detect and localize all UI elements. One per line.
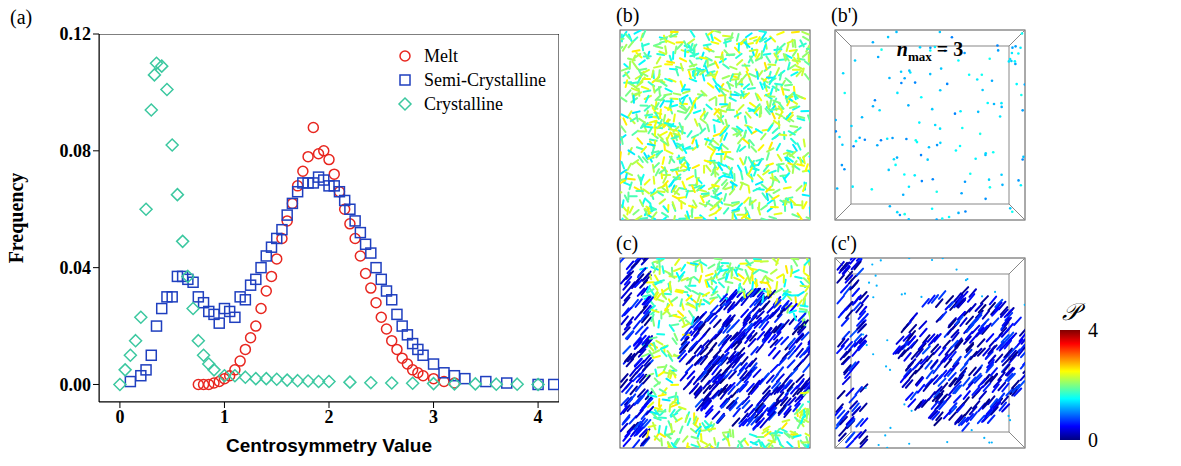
- html-text:Semi-Crystalline: Semi-Crystalline: [424, 69, 546, 90]
- svg-text:3: 3: [429, 407, 438, 427]
- svg-text:Frequency: Frequency: [5, 173, 28, 264]
- svg-text:(b): (b): [616, 4, 639, 27]
- svg-text:Centrosymmetry Value: Centrosymmetry Value: [226, 435, 432, 456]
- svg-text:0: 0: [115, 407, 124, 427]
- html-text:Crystalline: Crystalline: [424, 93, 503, 114]
- svg-text:0.12: 0.12: [60, 24, 92, 44]
- svg-text:0.00: 0.00: [60, 375, 92, 395]
- svg-text:0.08: 0.08: [60, 141, 92, 161]
- html-text:Melt: Melt: [424, 45, 458, 66]
- html-text:(a): (a): [10, 6, 33, 28]
- svg-text:2: 2: [325, 407, 334, 427]
- svg-text:0.04: 0.04: [60, 258, 92, 278]
- svg-text:nmax = 3: nmax = 3: [897, 38, 963, 64]
- svg-text:1: 1: [220, 407, 229, 427]
- svg-text:0: 0: [1088, 429, 1098, 451]
- svg-text:4: 4: [534, 407, 543, 427]
- svg-text:(c'): (c'): [831, 232, 857, 255]
- svg-text:(b'): (b'): [831, 4, 858, 27]
- svg-text:4: 4: [1088, 319, 1098, 341]
- svg-text:𝒫: 𝒫: [1062, 299, 1086, 325]
- svg-text:(c): (c): [616, 232, 638, 255]
